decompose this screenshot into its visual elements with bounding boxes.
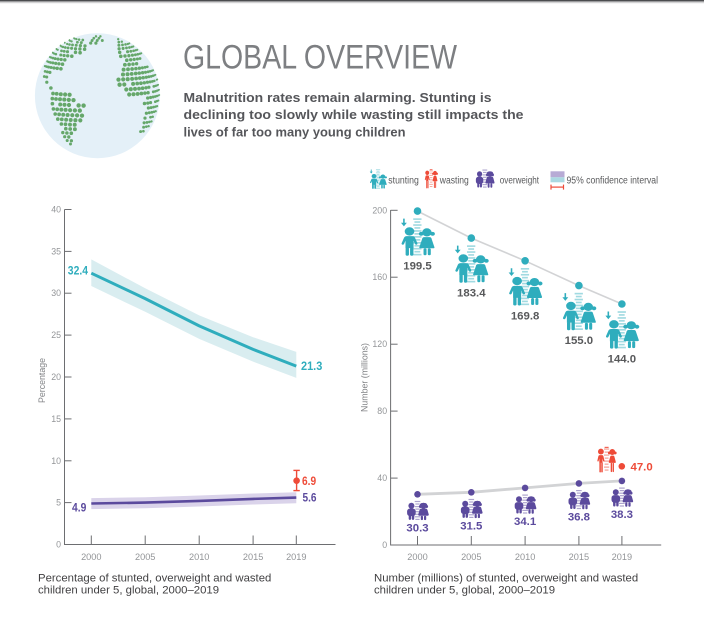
svg-text:stunting: stunting [388,175,419,186]
svg-text:5: 5 [56,498,61,508]
svg-text:20: 20 [51,372,61,382]
svg-text:169.8: 169.8 [511,310,540,322]
svg-text:wasting: wasting [439,175,469,186]
svg-text:155.0: 155.0 [565,335,594,347]
svg-text:2019: 2019 [286,552,306,562]
svg-text:5.6: 5.6 [303,491,317,505]
svg-text:34.1: 34.1 [514,516,537,528]
svg-text:Number (millions): Number (millions) [360,343,370,412]
svg-text:10: 10 [51,456,61,466]
svg-text:47.0: 47.0 [631,462,653,474]
svg-text:0: 0 [56,540,61,550]
svg-text:35: 35 [51,246,61,256]
svg-text:children under 5, global, 2000: children under 5, global, 2000–2019 [38,585,219,597]
svg-text:160: 160 [372,272,387,282]
svg-text:2000: 2000 [81,552,101,562]
svg-text:6.9: 6.9 [302,474,316,488]
svg-text:4.9: 4.9 [72,501,87,515]
svg-text:183.4: 183.4 [457,288,486,300]
svg-text:25: 25 [51,330,61,340]
svg-text:0: 0 [382,540,387,550]
svg-text:120: 120 [372,339,387,349]
svg-text:2005: 2005 [135,552,155,562]
svg-text:GLOBAL OVERVIEW: GLOBAL OVERVIEW [183,39,457,77]
svg-text:children under 5, global, 2000: children under 5, global, 2000–2019 [374,585,555,597]
svg-text:36.8: 36.8 [568,511,590,523]
svg-text:31.5: 31.5 [460,520,483,532]
svg-text:2019: 2019 [612,552,632,562]
svg-text:2015: 2015 [243,552,263,562]
svg-text:2005: 2005 [461,552,481,562]
svg-text:declining too slowly while was: declining too slowly while wasting still… [184,107,524,122]
svg-text:2010: 2010 [515,552,535,562]
svg-text:40: 40 [377,473,387,483]
svg-text:30.3: 30.3 [406,522,428,534]
svg-text:2010: 2010 [189,552,209,562]
svg-text:200: 200 [372,205,387,215]
svg-text:21.3: 21.3 [301,359,323,373]
svg-text:32.4: 32.4 [68,264,88,278]
svg-text:199.5: 199.5 [403,261,432,273]
svg-text:2015: 2015 [569,552,589,562]
svg-text:95% confidence interval: 95% confidence interval [567,175,659,186]
svg-text:15: 15 [51,414,61,424]
svg-text:30: 30 [51,288,61,298]
svg-text:overweight: overweight [500,175,539,186]
svg-text:Percentage: Percentage [37,358,47,403]
svg-text:Percentage of stunted, overwei: Percentage of stunted, overweight and wa… [38,573,271,585]
svg-text:38.3: 38.3 [611,509,633,521]
svg-text:Number (millions) of stunted,: Number (millions) of stunted, overweight… [374,573,638,585]
svg-text:2000: 2000 [407,552,427,562]
svg-text:lives of far too many young ch: lives of far too many young children [184,124,406,139]
svg-text:144.0: 144.0 [608,354,637,366]
svg-text:Malnutrition rates remain alar: Malnutrition rates remain alarming. Stun… [184,90,492,105]
svg-text:80: 80 [377,406,387,416]
svg-text:40: 40 [51,205,61,215]
